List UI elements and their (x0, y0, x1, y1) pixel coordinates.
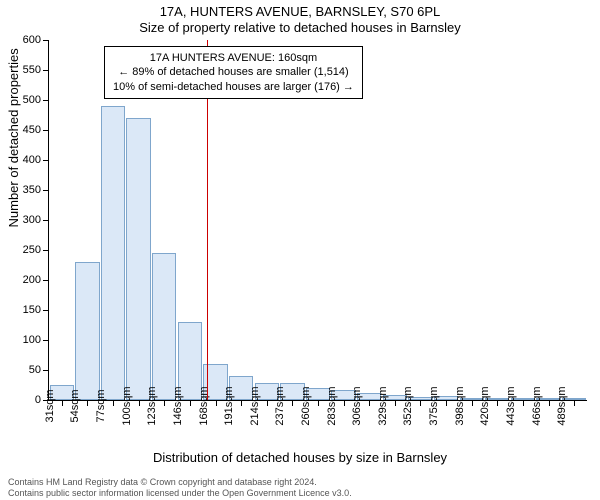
x-tick (472, 400, 473, 406)
x-tick (446, 400, 447, 406)
x-tick (216, 400, 217, 406)
x-axis-label: Distribution of detached houses by size … (0, 450, 600, 465)
y-tick (43, 130, 49, 131)
x-tick (395, 400, 396, 406)
x-tick (113, 400, 114, 406)
x-tick-label: 100sqm (121, 386, 133, 425)
chart-title-main: 17A, HUNTERS AVENUE, BARNSLEY, S70 6PL (0, 4, 600, 19)
y-tick-label: 550 (23, 64, 41, 76)
x-tick (62, 400, 63, 406)
x-tick (292, 400, 293, 406)
y-tick-label: 100 (23, 334, 41, 346)
x-tick-label: 260sqm (300, 386, 312, 425)
x-tick (190, 400, 191, 406)
y-tick-label: 50 (29, 364, 41, 376)
y-tick-label: 500 (23, 94, 41, 106)
y-tick (43, 100, 49, 101)
x-tick-label: 283sqm (326, 386, 338, 425)
x-tick (87, 400, 88, 406)
x-tick-label: 123sqm (146, 386, 158, 425)
x-tick (549, 400, 550, 406)
x-tick (574, 400, 575, 406)
info-box-line: 10% of semi-detached houses are larger (… (113, 80, 354, 94)
x-tick (344, 400, 345, 406)
x-tick-label: 54sqm (69, 389, 81, 422)
x-tick (139, 400, 140, 406)
x-tick-label: 352sqm (402, 386, 414, 425)
x-tick-label: 214sqm (249, 386, 261, 425)
y-tick-label: 200 (23, 274, 41, 286)
info-box: 17A HUNTERS AVENUE: 160sqm← 89% of detac… (104, 46, 363, 99)
x-tick (497, 400, 498, 406)
y-axis-label: Number of detached properties (6, 48, 21, 227)
plot-area: 05010015020025030035040045050055060031sq… (48, 40, 587, 401)
x-tick-label: 466sqm (531, 386, 543, 425)
x-tick (369, 400, 370, 406)
bar (152, 253, 176, 400)
x-tick (318, 400, 319, 406)
x-tick-label: 191sqm (223, 386, 235, 425)
y-tick (43, 70, 49, 71)
x-tick-label: 31sqm (44, 389, 56, 422)
x-tick (164, 400, 165, 406)
y-tick (43, 280, 49, 281)
x-tick-label: 443sqm (505, 386, 517, 425)
x-tick (267, 400, 268, 406)
x-tick (523, 400, 524, 406)
attribution-line-2: Contains public sector information licen… (8, 488, 352, 498)
attribution: Contains HM Land Registry data © Crown c… (8, 477, 352, 498)
y-tick-label: 150 (23, 304, 41, 316)
attribution-line-1: Contains HM Land Registry data © Crown c… (8, 477, 352, 487)
x-tick-label: 237sqm (274, 386, 286, 425)
x-tick-label: 489sqm (556, 386, 568, 425)
x-tick (420, 400, 421, 406)
x-tick-label: 77sqm (95, 389, 107, 422)
y-tick (43, 220, 49, 221)
y-tick-label: 0 (35, 394, 41, 406)
y-tick (43, 370, 49, 371)
bar (101, 106, 125, 400)
y-tick-label: 350 (23, 184, 41, 196)
x-tick (241, 400, 242, 406)
y-tick-label: 450 (23, 124, 41, 136)
y-tick-label: 400 (23, 154, 41, 166)
x-tick-label: 420sqm (479, 386, 491, 425)
x-tick-label: 306sqm (351, 386, 363, 425)
x-tick-label: 146sqm (172, 386, 184, 425)
bar (126, 118, 150, 400)
y-tick (43, 40, 49, 41)
y-tick (43, 310, 49, 311)
y-tick (43, 340, 49, 341)
y-tick (43, 190, 49, 191)
info-box-line: 17A HUNTERS AVENUE: 160sqm (113, 51, 354, 65)
x-tick-label: 398sqm (454, 386, 466, 425)
y-tick (43, 160, 49, 161)
chart-title-sub: Size of property relative to detached ho… (0, 20, 600, 35)
y-tick-label: 250 (23, 244, 41, 256)
y-tick-label: 300 (23, 214, 41, 226)
x-tick-label: 329sqm (377, 386, 389, 425)
y-tick (43, 250, 49, 251)
x-tick-label: 375sqm (428, 386, 440, 425)
y-tick-label: 600 (23, 34, 41, 46)
info-box-line: ← 89% of detached houses are smaller (1,… (113, 65, 354, 79)
x-tick-label: 168sqm (198, 386, 210, 425)
bar (75, 262, 99, 400)
